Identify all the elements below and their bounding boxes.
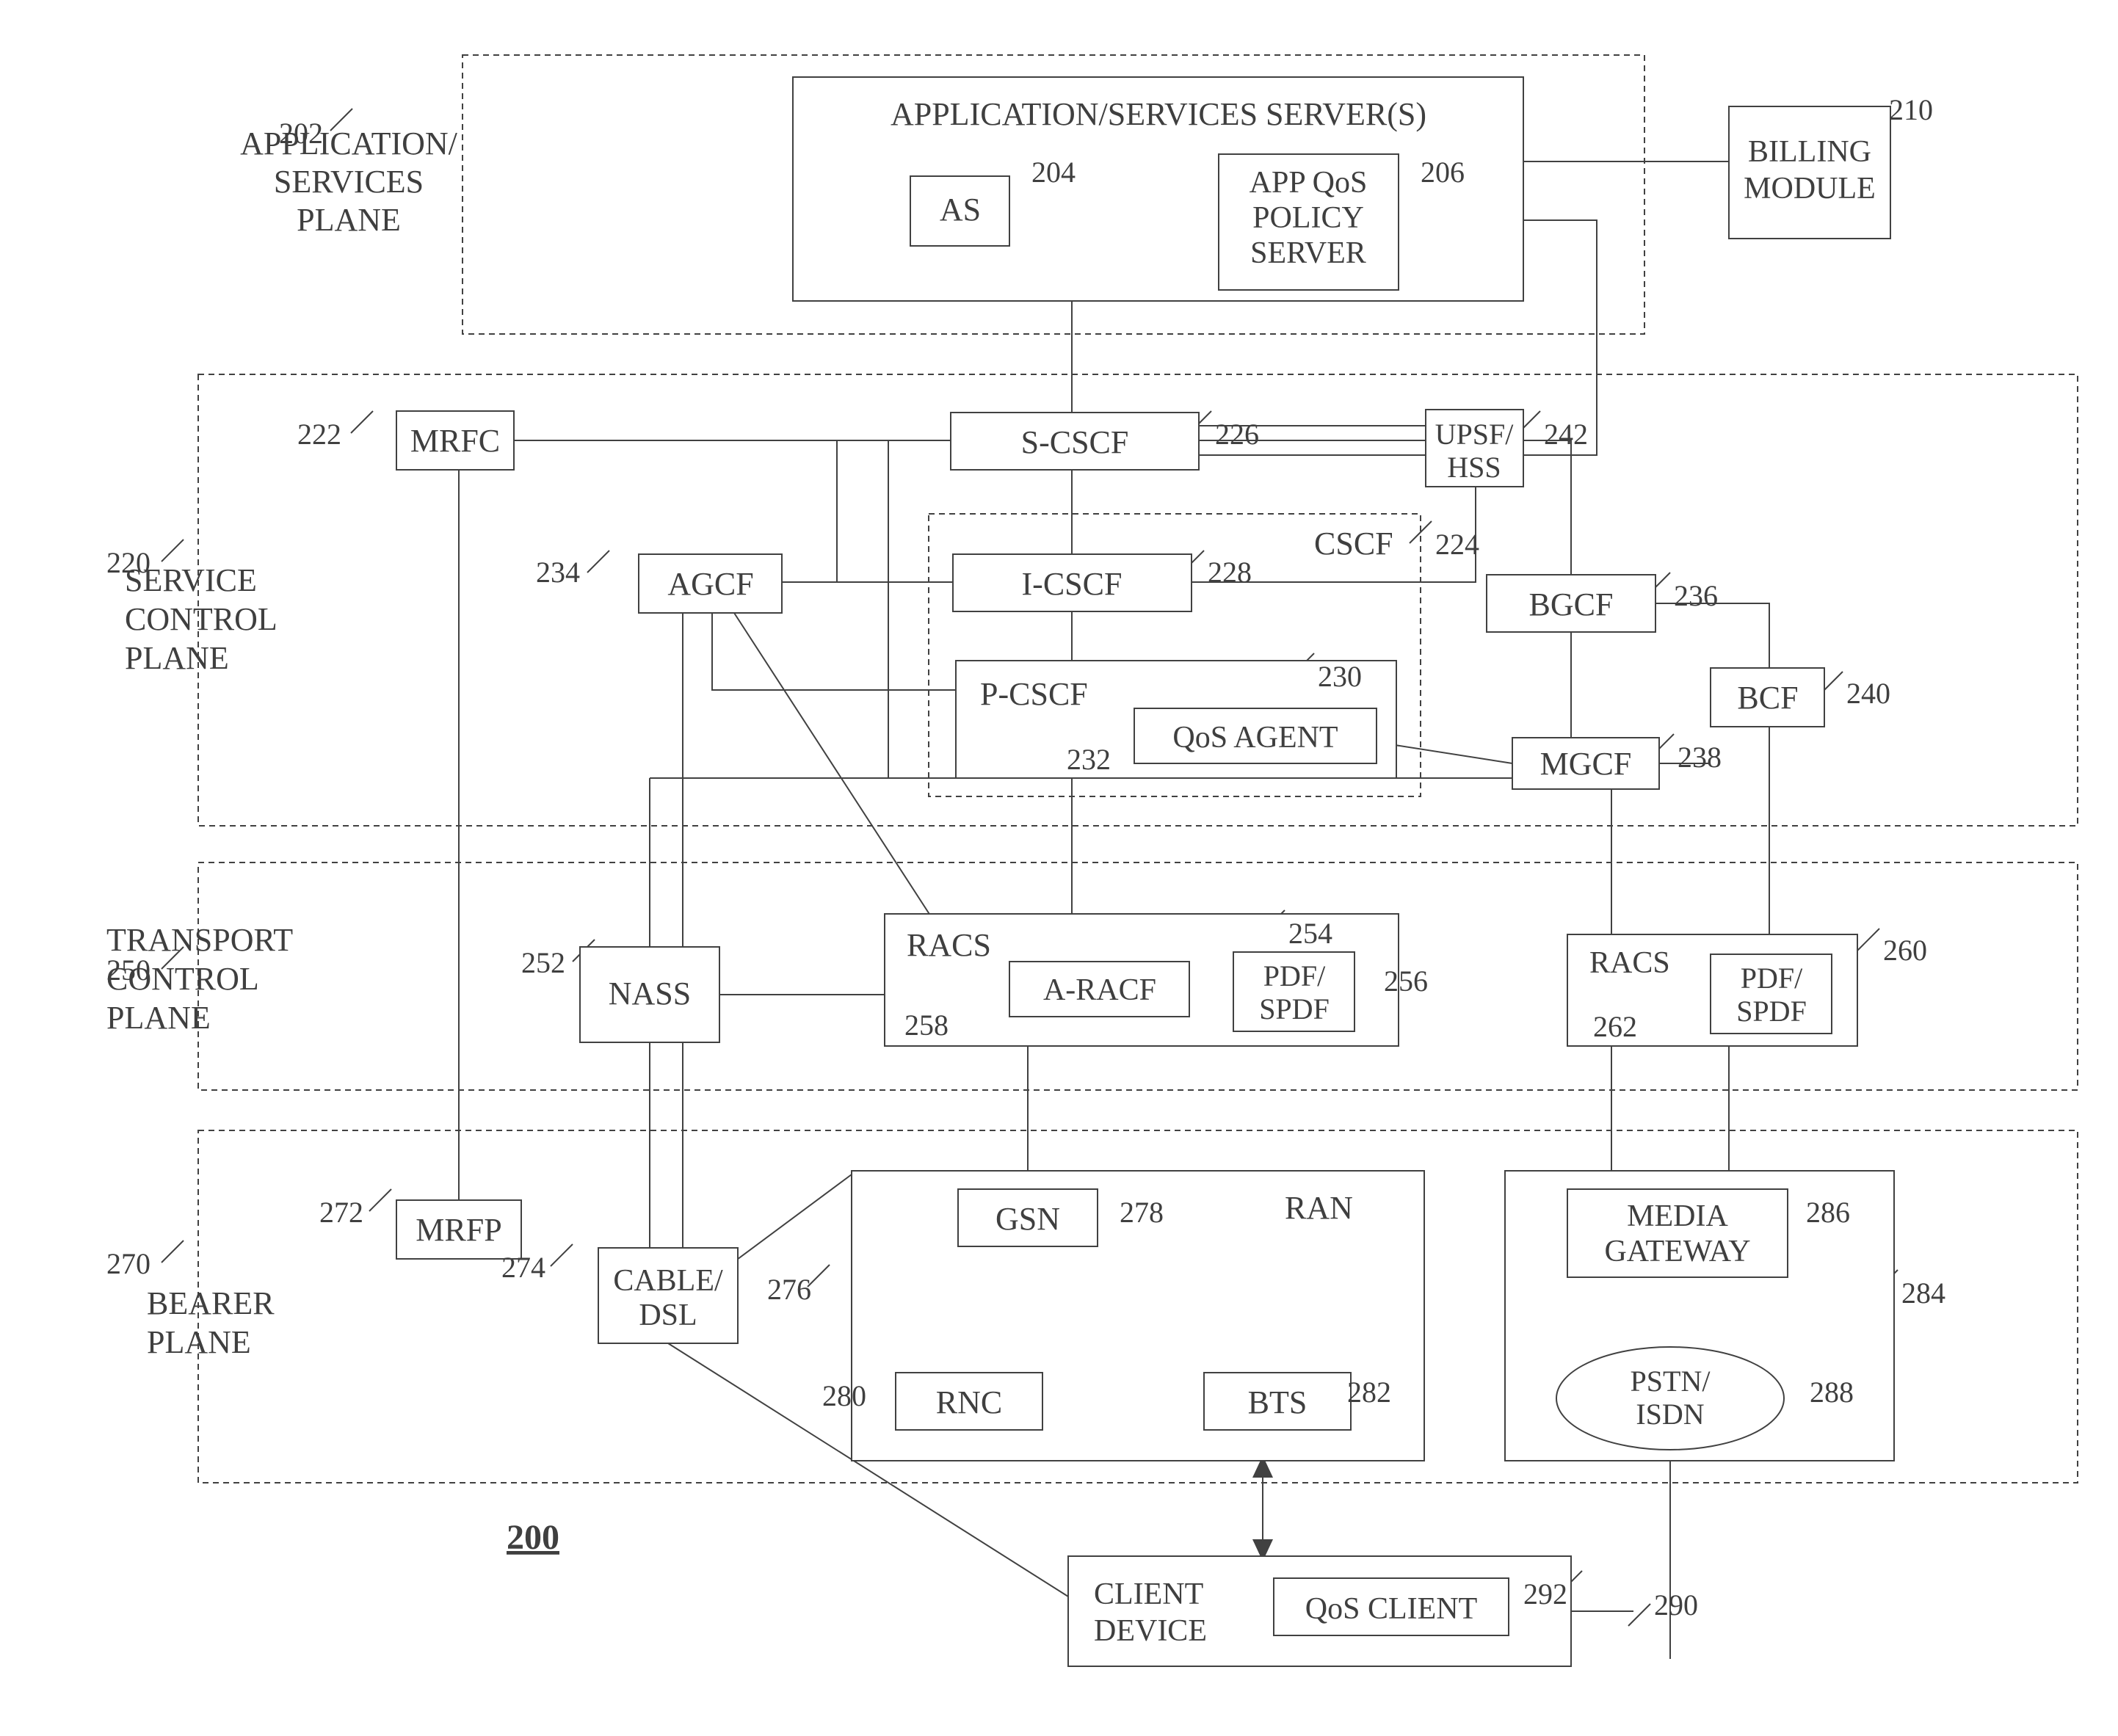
svg-text:MEDIA: MEDIA [1627,1199,1728,1233]
svg-text:CONTROL: CONTROL [125,601,278,637]
figure-number: 200 [507,1518,559,1557]
ref-290: 290 [1654,1588,1698,1621]
ref-262: 262 [1593,1010,1637,1043]
svg-text:BEARER: BEARER [147,1285,275,1321]
ref-280: 280 [822,1379,866,1412]
ref-226: 226 [1215,418,1259,451]
svg-text:TRANSPORT: TRANSPORT [106,922,293,958]
svg-text:PLANE: PLANE [125,640,229,676]
ref-206: 206 [1421,156,1465,189]
ref-238: 238 [1678,741,1722,774]
svg-text:GATEWAY: GATEWAY [1604,1235,1750,1268]
ref-240: 240 [1846,677,1890,710]
svg-text:BTS: BTS [1248,1384,1308,1420]
svg-text:PDF/: PDF/ [1263,959,1326,992]
svg-text:MODULE: MODULE [1744,172,1876,206]
svg-text:PDF/: PDF/ [1741,962,1803,995]
ref-242: 242 [1544,418,1588,451]
node-as: AS [940,192,981,228]
ref-274: 274 [501,1251,545,1284]
svg-text:HSS: HSS [1447,451,1501,484]
svg-text:I-CSCF: I-CSCF [1022,566,1123,602]
ref-228: 228 [1208,556,1252,589]
svg-text:QoS AGENT: QoS AGENT [1172,721,1338,755]
svg-text:CABLE/: CABLE/ [613,1264,723,1298]
ref-224: 224 [1435,528,1479,561]
diagram: APPLICATION/SERVICES SERVER(S) AS 204 AP… [0,0,2118,1736]
ref-252: 252 [521,946,565,979]
ref-276: 276 [767,1273,811,1306]
svg-text:S-CSCF: S-CSCF [1021,424,1129,460]
svg-text:MGCF: MGCF [1540,746,1632,782]
svg-text:RACS: RACS [907,927,991,963]
svg-text:APP QoS: APP QoS [1250,166,1368,200]
svg-text:SPDF: SPDF [1259,992,1330,1025]
svg-text:PSTN/: PSTN/ [1631,1365,1711,1398]
ref-222: 222 [297,418,341,451]
ref-260: 260 [1883,934,1927,967]
ref-284: 284 [1901,1276,1945,1310]
svg-text:DSL: DSL [639,1299,697,1332]
svg-text:PLANE: PLANE [297,202,401,238]
ref-250: 250 [106,954,150,987]
svg-text:BGCF: BGCF [1529,586,1614,622]
svg-text:RNC: RNC [936,1384,1002,1420]
svg-text:ISDN: ISDN [1636,1398,1704,1431]
ref-292: 292 [1523,1577,1567,1610]
ref-282: 282 [1347,1376,1391,1409]
svg-text:SERVICES: SERVICES [274,164,424,200]
svg-text:UPSF/: UPSF/ [1435,418,1515,451]
ref-286: 286 [1806,1196,1850,1229]
svg-text:DEVICE: DEVICE [1094,1614,1207,1648]
ref-210: 210 [1889,93,1933,126]
ref-236: 236 [1674,579,1718,612]
ran-label: RAN [1285,1190,1353,1226]
ref-230: 230 [1318,660,1362,693]
svg-text:GSN: GSN [995,1201,1060,1237]
svg-text:BCF: BCF [1737,680,1798,716]
ref-256: 256 [1384,965,1428,998]
ref-272: 272 [319,1196,363,1229]
ref-232: 232 [1067,743,1111,776]
svg-text:A-RACF: A-RACF [1043,973,1156,1007]
ref-278: 278 [1120,1196,1164,1229]
svg-text:POLICY: POLICY [1252,201,1364,235]
svg-text:SPDF: SPDF [1736,995,1807,1028]
ref-270: 270 [106,1247,150,1280]
ref-254: 254 [1288,917,1332,950]
ref-220: 220 [106,546,150,579]
svg-text:AGCF: AGCF [667,566,753,602]
ref-204: 204 [1031,156,1076,189]
svg-text:MRFP: MRFP [416,1212,501,1248]
cscf-label: CSCF [1314,526,1393,562]
ref-288: 288 [1810,1376,1854,1409]
svg-text:SERVER: SERVER [1250,236,1366,270]
svg-text:QoS CLIENT: QoS CLIENT [1305,1592,1478,1626]
svg-text:CLIENT: CLIENT [1094,1577,1203,1611]
svg-text:MRFC: MRFC [410,423,500,459]
svg-text:APPLICATION/: APPLICATION/ [240,126,458,161]
svg-text:P-CSCF: P-CSCF [980,676,1088,712]
svg-text:RACS: RACS [1589,946,1670,980]
ref-258: 258 [904,1009,949,1042]
svg-text:NASS: NASS [609,976,692,1012]
svg-text:PLANE: PLANE [106,1000,211,1036]
svg-text:BILLING: BILLING [1748,135,1871,169]
ref-202: 202 [279,117,323,150]
ref-234: 234 [536,556,580,589]
svg-text:PLANE: PLANE [147,1324,251,1360]
app-server-title: APPLICATION/SERVICES SERVER(S) [891,96,1426,132]
